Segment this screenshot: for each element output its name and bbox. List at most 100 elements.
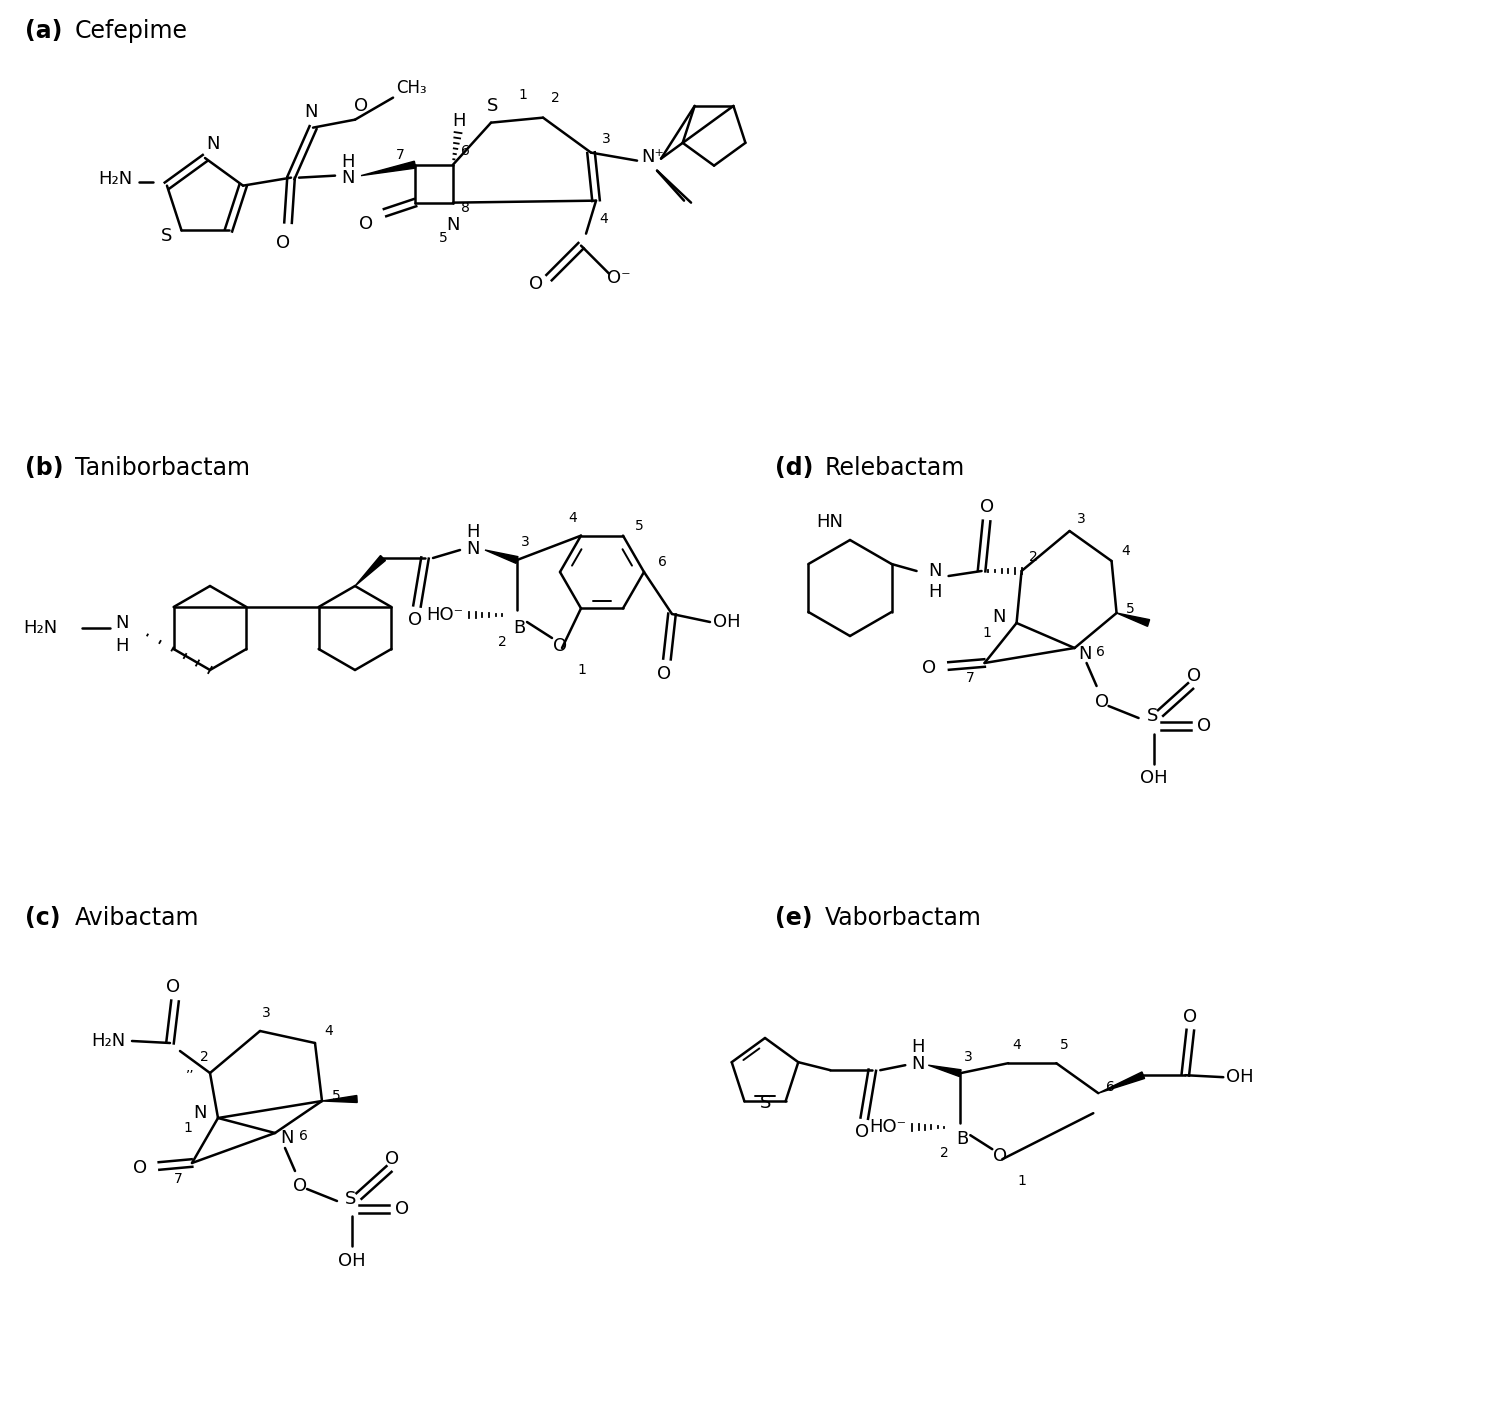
Text: O: O — [408, 610, 423, 629]
Text: 6: 6 — [1106, 1080, 1115, 1094]
Polygon shape — [355, 556, 385, 586]
Text: (a): (a) — [25, 20, 63, 43]
Text: N: N — [992, 607, 1006, 626]
Text: (b): (b) — [25, 456, 63, 480]
Text: 2: 2 — [940, 1146, 949, 1160]
Text: 5: 5 — [1060, 1038, 1069, 1052]
Polygon shape — [361, 161, 415, 175]
Text: 1: 1 — [519, 87, 528, 101]
Text: O: O — [553, 637, 567, 655]
Text: 6: 6 — [658, 556, 667, 570]
Text: 3: 3 — [520, 535, 529, 549]
Text: 6: 6 — [298, 1129, 307, 1143]
Text: 3: 3 — [601, 132, 610, 146]
Text: N: N — [115, 615, 129, 631]
Text: O: O — [354, 97, 369, 115]
Text: N: N — [928, 563, 941, 579]
Text: OH: OH — [714, 613, 741, 631]
Text: B: B — [956, 1131, 968, 1148]
Text: 3: 3 — [964, 1051, 973, 1065]
Text: H: H — [911, 1038, 925, 1056]
Text: Cefepime: Cefepime — [75, 20, 187, 43]
Text: O: O — [385, 1150, 399, 1169]
Text: O: O — [1094, 693, 1109, 711]
Text: 4: 4 — [1012, 1038, 1021, 1052]
Text: OH: OH — [1226, 1068, 1255, 1086]
Text: H: H — [453, 112, 466, 129]
Text: O: O — [994, 1148, 1007, 1164]
Text: S: S — [760, 1094, 772, 1113]
Text: 3: 3 — [1078, 512, 1085, 526]
Text: O: O — [979, 498, 994, 516]
Text: 2: 2 — [1030, 550, 1037, 564]
Text: 6: 6 — [460, 143, 469, 157]
Text: ,,: ,, — [186, 1061, 195, 1075]
Text: H: H — [928, 584, 941, 600]
Text: 5: 5 — [331, 1089, 340, 1103]
Text: O: O — [133, 1159, 147, 1177]
Text: O: O — [276, 234, 291, 251]
Text: 7: 7 — [174, 1172, 183, 1186]
Text: S: S — [160, 227, 172, 246]
Text: OH: OH — [1139, 769, 1168, 787]
Text: 4: 4 — [1121, 544, 1130, 558]
Text: N⁺: N⁺ — [642, 147, 664, 166]
Polygon shape — [928, 1065, 961, 1076]
Text: HO⁻: HO⁻ — [426, 606, 463, 624]
Text: H: H — [342, 153, 355, 171]
Text: S: S — [345, 1190, 357, 1208]
Text: H: H — [466, 523, 480, 542]
Text: OH: OH — [339, 1251, 366, 1270]
Text: S: S — [487, 97, 499, 115]
Polygon shape — [486, 550, 519, 564]
Text: O: O — [856, 1124, 869, 1141]
Text: 4: 4 — [600, 212, 609, 226]
Text: CH₃: CH₃ — [396, 79, 426, 97]
Text: N: N — [193, 1104, 207, 1122]
Text: O: O — [166, 978, 180, 996]
Text: O: O — [1196, 717, 1211, 735]
Text: N: N — [304, 102, 318, 121]
Polygon shape — [1117, 613, 1150, 626]
Text: N: N — [911, 1055, 925, 1073]
Text: 1: 1 — [1018, 1174, 1027, 1188]
Text: 3: 3 — [262, 1006, 270, 1020]
Text: 6: 6 — [1096, 645, 1105, 659]
Text: 1: 1 — [982, 626, 991, 640]
Text: N: N — [342, 168, 355, 187]
Text: H₂N: H₂N — [97, 170, 132, 188]
Text: HO⁻: HO⁻ — [869, 1118, 907, 1136]
Text: Avibactam: Avibactam — [75, 906, 199, 930]
Text: 8: 8 — [460, 201, 469, 215]
Text: 5: 5 — [634, 519, 643, 533]
Text: 4: 4 — [325, 1024, 333, 1038]
Text: 7: 7 — [967, 671, 974, 685]
Text: Taniborbactam: Taniborbactam — [75, 456, 250, 480]
Text: N: N — [280, 1129, 294, 1148]
Text: 1: 1 — [183, 1121, 192, 1135]
Text: O: O — [529, 275, 543, 293]
Text: 2: 2 — [550, 91, 559, 105]
Text: HN: HN — [817, 513, 844, 530]
Text: B: B — [513, 619, 525, 637]
Text: O: O — [657, 665, 672, 683]
Text: 5: 5 — [439, 230, 447, 244]
Text: N: N — [207, 135, 220, 153]
Text: S: S — [1147, 707, 1159, 725]
Text: O: O — [358, 215, 373, 233]
Text: O: O — [394, 1200, 409, 1218]
Text: 7: 7 — [396, 147, 405, 161]
Text: 2: 2 — [498, 636, 507, 650]
Text: N: N — [466, 540, 480, 558]
Text: 2: 2 — [199, 1049, 208, 1063]
Text: H: H — [115, 637, 129, 655]
Text: (d): (d) — [775, 456, 814, 480]
Text: Relebactam: Relebactam — [824, 456, 965, 480]
Text: 4: 4 — [568, 511, 577, 525]
Polygon shape — [1099, 1072, 1145, 1093]
Text: (c): (c) — [25, 906, 60, 930]
Text: O: O — [922, 659, 935, 678]
Text: 5: 5 — [1126, 602, 1135, 616]
Text: O: O — [1183, 1009, 1198, 1026]
Text: O: O — [292, 1177, 307, 1195]
